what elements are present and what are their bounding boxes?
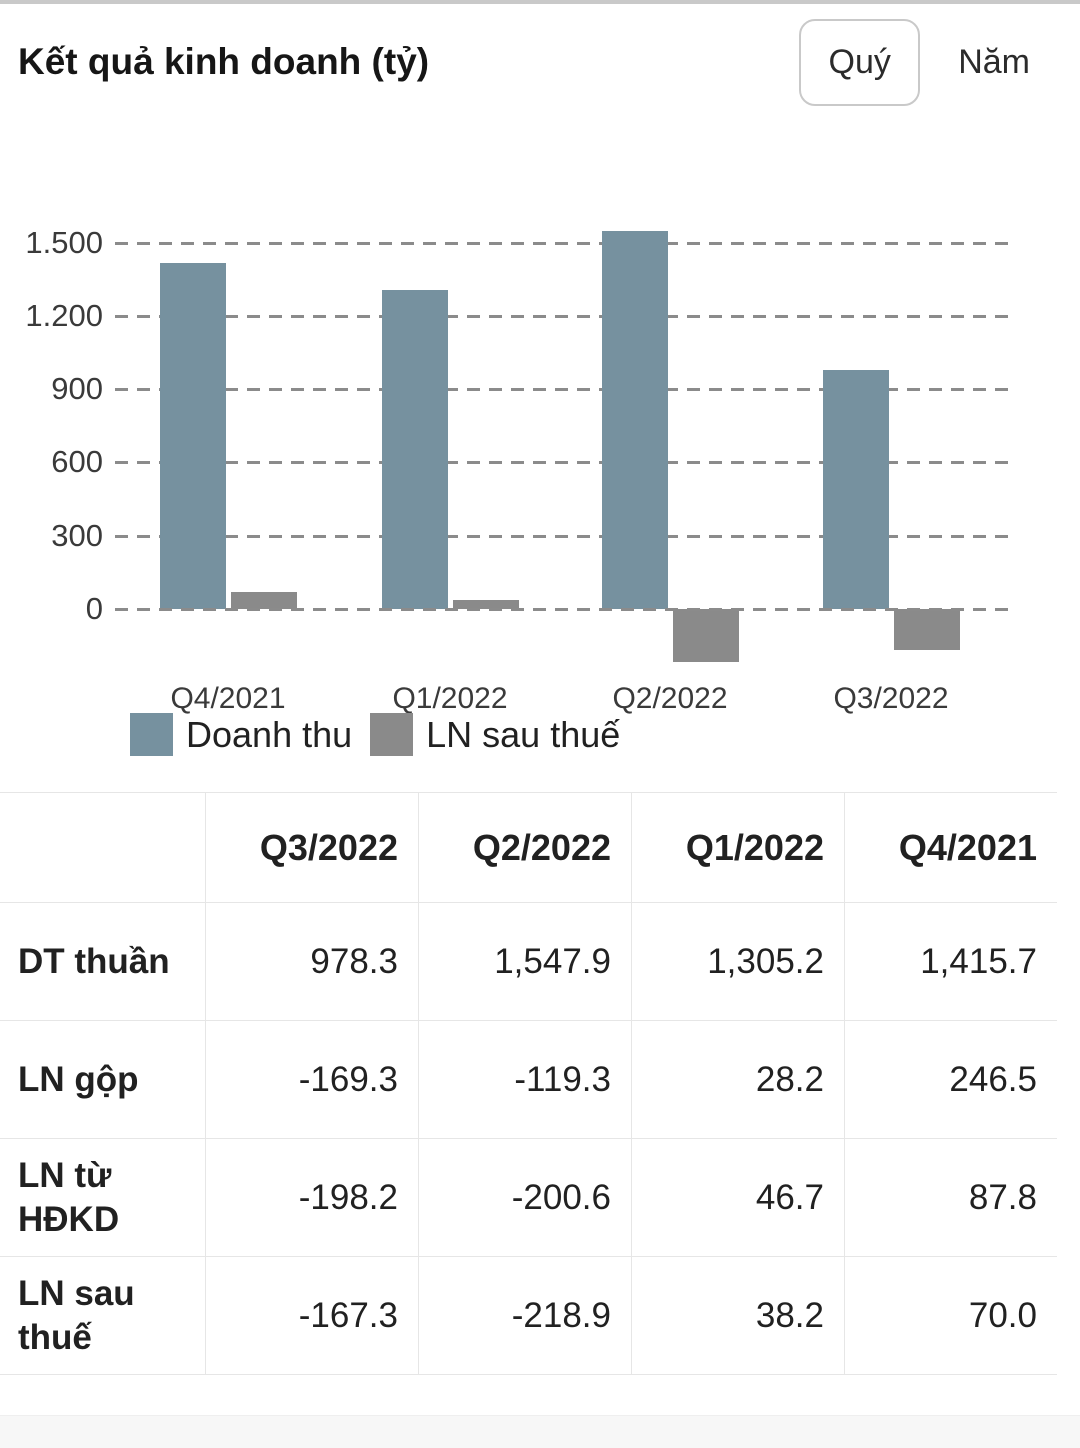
bar-ln-sau-thue-q2-2022[interactable] — [673, 609, 739, 662]
table-cell: 38.2 — [631, 1257, 844, 1375]
x-axis-label: Q3/2022 — [833, 682, 949, 715]
bar-ln-sau-thue-q4-2021[interactable] — [231, 592, 297, 609]
gridline — [115, 388, 1008, 391]
y-axis-label: 300 — [51, 518, 103, 553]
legend-item[interactable]: LN sau thuế — [370, 713, 620, 756]
period-toggle: Quý Năm — [799, 18, 1080, 106]
table-cell: -169.3 — [205, 1021, 418, 1139]
gridline — [115, 315, 1008, 318]
table-header-cell: Q1/2022 — [631, 793, 844, 903]
x-axis-label: Q1/2022 — [392, 682, 508, 715]
table-header-empty — [0, 793, 205, 903]
table-cell: 246.5 — [844, 1021, 1057, 1139]
y-axis-label: 0 — [85, 591, 103, 626]
table-cell: 46.7 — [631, 1139, 844, 1257]
table-cell: 28.2 — [631, 1021, 844, 1139]
table-header-cell: Q4/2021 — [844, 793, 1057, 903]
y-axis-label: 900 — [51, 371, 103, 406]
table-cell: 978.3 — [205, 903, 418, 1021]
gridline — [115, 461, 1008, 464]
table-cell: -167.3 — [205, 1257, 418, 1375]
card-header: Kết quả kinh doanh (tỷ) Quý Năm — [0, 4, 1080, 120]
table-cell: 70.0 — [844, 1257, 1057, 1375]
x-axis-label: Q2/2022 — [612, 682, 728, 715]
bar-ln-sau-thue-q1-2022[interactable] — [453, 600, 519, 609]
legend: Doanh thu LN sau thuế — [130, 713, 620, 756]
table-cell: -200.6 — [418, 1139, 631, 1257]
table-cell: 1,305.2 — [631, 903, 844, 1021]
gridline — [115, 242, 1008, 245]
legend-swatch-icon — [130, 713, 173, 756]
legend-item[interactable]: Doanh thu — [130, 713, 352, 756]
x-axis-label: Q4/2021 — [170, 682, 286, 715]
legend-swatch-icon — [370, 713, 414, 756]
toggle-quarter-button[interactable]: Quý — [799, 18, 921, 106]
table-header-cell: Q2/2022 — [418, 793, 631, 903]
table-cell: -119.3 — [418, 1021, 631, 1139]
table-row-label: DT thuần — [0, 903, 205, 1021]
legend-label: LN sau thuế — [426, 713, 621, 755]
zero-gridline — [115, 608, 1008, 611]
results-table: Q3/2022 Q2/2022 Q1/2022 Q4/2021 DT thuần 978.… — [0, 792, 1057, 1375]
bar-chart: 0 300 600 900 1.200 1.500 Q4/2021 Q1/2022 Q2/20… — [0, 120, 1080, 792]
table-row-label: LN sau thuế — [0, 1257, 205, 1375]
table-row-label: LN gộp — [0, 1021, 205, 1139]
card-title: Kết quả kinh doanh (tỷ) — [18, 41, 430, 82]
legend-label: Doanh thu — [186, 713, 353, 755]
table-cell: -218.9 — [418, 1257, 631, 1375]
table-cell: 87.8 — [844, 1139, 1057, 1257]
table-cell: -198.2 — [205, 1139, 418, 1257]
bar-ln-sau-thue-q3-2022[interactable] — [894, 609, 960, 650]
toggle-year-button[interactable]: Năm — [958, 42, 1030, 81]
gridline — [115, 535, 1008, 538]
table-cell: 1,415.7 — [844, 903, 1057, 1021]
bottom-strip — [0, 1415, 1080, 1448]
table-header-cell: Q3/2022 — [205, 793, 418, 903]
bar-doanh-thu-q3-2022[interactable] — [823, 370, 889, 609]
y-axis-label: 1.200 — [25, 298, 103, 333]
table-row-label: LN từ HĐKD — [0, 1139, 205, 1257]
bar-doanh-thu-q1-2022[interactable] — [382, 290, 448, 609]
table-cell: 1,547.9 — [418, 903, 631, 1021]
y-axis-label: 600 — [51, 444, 103, 479]
bar-doanh-thu-q2-2022[interactable] — [602, 231, 668, 609]
y-axis-label: 1.500 — [25, 225, 103, 260]
top-divider — [0, 0, 1080, 4]
bar-doanh-thu-q4-2021[interactable] — [160, 263, 226, 609]
